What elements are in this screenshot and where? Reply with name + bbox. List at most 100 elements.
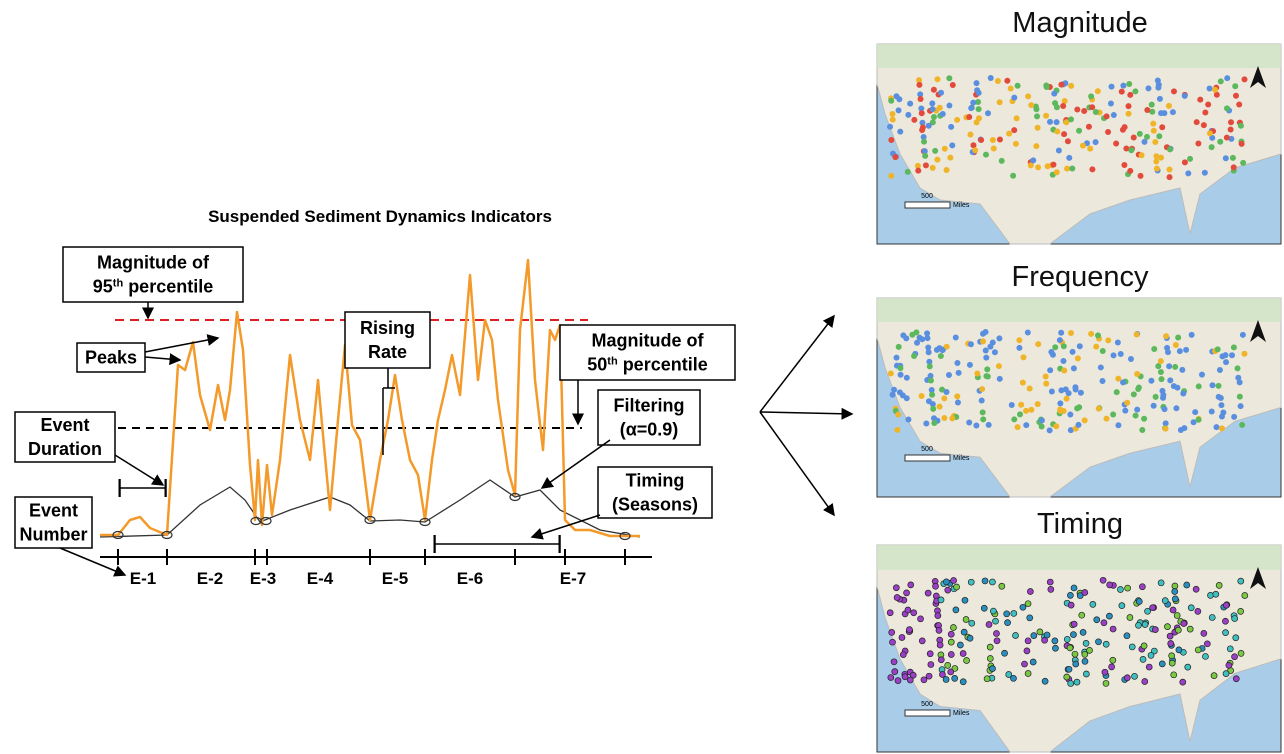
site-dot	[1162, 598, 1168, 604]
site-dot	[1023, 422, 1029, 428]
site-dot	[1050, 162, 1056, 168]
label-text: Event	[29, 501, 78, 521]
site-dot	[1242, 592, 1248, 598]
site-dot	[952, 675, 958, 681]
site-dot	[1213, 424, 1219, 430]
site-dot	[888, 137, 894, 143]
label-part: Timing	[626, 471, 685, 491]
site-dot	[940, 347, 946, 353]
site-dot	[1082, 417, 1088, 423]
site-dot	[1115, 422, 1121, 428]
site-dot	[1045, 163, 1051, 169]
site-dot	[906, 627, 912, 633]
site-dot	[1108, 100, 1114, 106]
label-part: percentile	[123, 277, 213, 297]
site-dot	[1093, 139, 1099, 145]
site-dot	[1137, 131, 1143, 137]
site-dot	[943, 579, 949, 585]
site-dot	[1202, 109, 1208, 115]
site-dot	[1074, 106, 1080, 112]
site-dot	[1230, 155, 1236, 161]
site-dot	[1109, 84, 1115, 90]
label-text: Peaks	[85, 348, 137, 368]
site-dot	[1053, 423, 1059, 429]
site-dot	[1239, 422, 1245, 428]
site-dot	[983, 152, 989, 158]
site-dot	[1027, 385, 1033, 391]
site-dot	[1006, 671, 1012, 677]
site-dot	[894, 427, 900, 433]
site-dot	[951, 577, 957, 583]
site-dot	[1237, 394, 1243, 400]
site-dot	[889, 639, 895, 645]
site-dot	[1216, 383, 1222, 389]
site-dot	[1095, 639, 1101, 645]
site-dot	[1189, 332, 1195, 338]
site-dot	[1015, 83, 1021, 89]
site-dot	[1180, 391, 1186, 397]
site-dot	[1228, 119, 1234, 125]
site-dot	[1240, 332, 1246, 338]
site-dot	[1014, 115, 1020, 121]
site-dot	[1068, 602, 1074, 608]
site-dot	[1184, 582, 1190, 588]
site-dot	[1025, 671, 1031, 677]
site-dot	[941, 415, 947, 421]
site-dot	[947, 155, 953, 161]
site-dot	[1135, 622, 1141, 628]
site-dot	[1173, 405, 1179, 411]
site-dot	[1139, 427, 1145, 433]
site-dot	[915, 168, 921, 174]
site-dot	[889, 111, 895, 117]
site-dot	[1076, 128, 1082, 134]
site-dot	[1211, 673, 1217, 679]
site-dot	[1181, 621, 1187, 627]
site-dot	[984, 366, 990, 372]
site-dot	[903, 335, 909, 341]
site-dot	[1027, 615, 1033, 621]
site-dot	[996, 335, 1002, 341]
site-dot	[1093, 344, 1099, 350]
site-dot	[1155, 77, 1161, 83]
site-dot	[1035, 341, 1041, 347]
site-dot	[1232, 654, 1238, 660]
site-dot	[1152, 139, 1158, 145]
site-dot	[1052, 638, 1058, 644]
site-dot	[967, 132, 973, 138]
scale-bar	[905, 455, 950, 461]
site-dot	[1103, 680, 1109, 686]
site-dot	[926, 123, 932, 129]
site-dot	[1170, 607, 1176, 613]
site-dot	[1128, 147, 1134, 153]
site-dot	[932, 148, 938, 154]
site-dot	[919, 638, 925, 644]
site-dot	[923, 420, 929, 426]
site-dot	[1058, 387, 1064, 393]
site-dot	[982, 578, 988, 584]
site-dot	[900, 652, 906, 658]
figure: Suspended Sediment Dynamics Indicators M…	[0, 0, 1284, 754]
site-dot	[934, 157, 940, 163]
site-dot	[1070, 349, 1076, 355]
site-dot	[968, 579, 974, 585]
site-dot	[1150, 121, 1156, 127]
site-dot	[1057, 400, 1063, 406]
site-dot	[1087, 647, 1093, 653]
site-dot	[1150, 605, 1156, 611]
site-dot	[1093, 109, 1099, 115]
site-dot	[1048, 586, 1054, 592]
scale-label: 500	[921, 446, 933, 453]
site-dot	[938, 90, 944, 96]
site-dot	[944, 389, 950, 395]
site-dot	[1068, 680, 1074, 686]
site-dot	[1024, 648, 1030, 654]
site-dot	[1132, 88, 1138, 94]
site-dot	[973, 422, 979, 428]
site-dot	[1238, 403, 1244, 409]
site-dot	[1120, 83, 1126, 89]
site-dot	[969, 620, 975, 626]
site-dot	[1071, 585, 1077, 591]
site-dot	[945, 587, 951, 593]
site-dot	[1127, 168, 1133, 174]
site-dot	[949, 415, 955, 421]
